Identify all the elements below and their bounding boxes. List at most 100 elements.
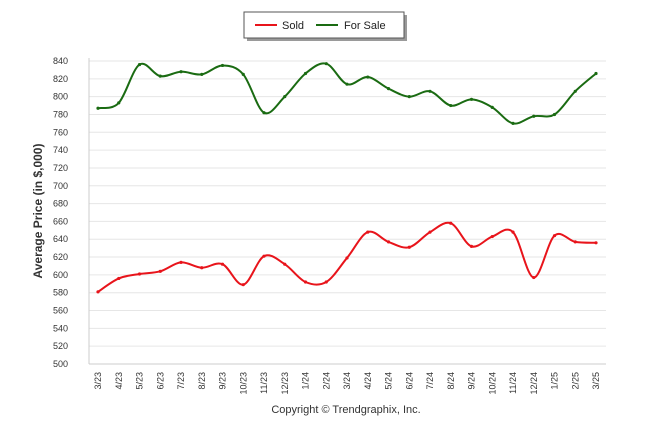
x-tick-labels: 3/23 4/23 5/23 6/23 7/23 8/23 9/23 10/23 11/23 12… bbox=[93, 372, 601, 395]
data-point-for-sale bbox=[200, 72, 204, 76]
data-point-sold bbox=[428, 230, 432, 234]
y-tick-label: 820 bbox=[53, 74, 68, 84]
data-point-for-sale bbox=[303, 71, 308, 76]
x-tick-label: 2/24 bbox=[321, 372, 331, 390]
legend-label-for-sale: For Sale bbox=[344, 20, 386, 32]
y-axis-label: Average Price (in $,000) bbox=[31, 144, 45, 279]
data-point-sold bbox=[179, 260, 183, 265]
data-point-for-sale bbox=[117, 101, 121, 105]
data-point-sold bbox=[573, 240, 577, 244]
x-tick-label: 3/24 bbox=[342, 372, 352, 390]
data-point-for-sale bbox=[324, 62, 328, 66]
data-point-sold bbox=[449, 221, 453, 225]
data-point-sold bbox=[594, 241, 598, 245]
x-tick-label: 4/23 bbox=[114, 372, 124, 390]
x-tick-label: 3/23 bbox=[93, 372, 103, 390]
data-point-for-sale bbox=[241, 72, 245, 76]
x-tick-label: 2/25 bbox=[570, 372, 580, 390]
data-point-sold bbox=[490, 234, 494, 239]
x-tick-label: 8/23 bbox=[197, 372, 207, 390]
x-tick-label: 9/24 bbox=[467, 372, 477, 390]
data-point-sold bbox=[469, 244, 474, 248]
y-tick-label: 620 bbox=[53, 252, 68, 262]
data-point-for-sale bbox=[511, 121, 515, 125]
data-point-for-sale bbox=[158, 74, 162, 78]
y-tick-label: 760 bbox=[53, 127, 68, 137]
data-point-sold bbox=[345, 256, 349, 260]
data-point-for-sale bbox=[573, 89, 577, 93]
y-tick-label: 800 bbox=[53, 92, 68, 102]
x-tick-label: 6/24 bbox=[404, 372, 414, 390]
y-tick-label: 600 bbox=[53, 270, 68, 280]
data-point-sold bbox=[241, 283, 245, 287]
data-point-sold bbox=[324, 280, 328, 284]
data-point-sold bbox=[200, 266, 204, 270]
series-lines bbox=[96, 62, 598, 294]
data-point-sold bbox=[303, 280, 308, 284]
data-point-for-sale bbox=[469, 97, 474, 101]
y-tick-label: 680 bbox=[53, 199, 68, 209]
y-tick-label: 500 bbox=[53, 359, 68, 369]
y-tick-label: 560 bbox=[53, 306, 68, 316]
x-tick-label: 10/24 bbox=[487, 372, 497, 395]
x-tick-label: 5/23 bbox=[135, 372, 145, 390]
y-tick-label: 540 bbox=[53, 323, 68, 333]
data-point-for-sale bbox=[137, 62, 142, 67]
gridlines bbox=[89, 60, 606, 365]
y-tick-labels: 500 520 540 560 580 600 620 640 660 680 700 720 740 7… bbox=[53, 56, 68, 369]
data-point-for-sale bbox=[532, 114, 536, 118]
legend-label-sold: Sold bbox=[282, 20, 304, 32]
data-point-sold bbox=[158, 269, 162, 273]
x-tick-label: 6/23 bbox=[155, 372, 165, 390]
y-tick-label: 700 bbox=[53, 181, 68, 191]
data-point-for-sale bbox=[283, 95, 287, 99]
copyright-text: Copyright © Trendgraphix, Inc. bbox=[271, 404, 420, 416]
data-point-for-sale bbox=[366, 75, 370, 79]
x-tick-label: 11/24 bbox=[508, 372, 518, 394]
data-point-for-sale bbox=[220, 63, 225, 68]
y-tick-label: 780 bbox=[53, 109, 68, 119]
data-point-for-sale bbox=[490, 105, 494, 109]
data-point-sold bbox=[96, 290, 100, 294]
data-point-for-sale bbox=[552, 112, 557, 117]
data-point-sold bbox=[220, 262, 225, 266]
x-tick-label: 10/23 bbox=[238, 372, 248, 395]
data-point-sold bbox=[552, 234, 557, 238]
x-tick-label: 4/24 bbox=[363, 372, 373, 390]
y-tick-label: 580 bbox=[53, 288, 68, 298]
data-point-sold bbox=[137, 272, 142, 276]
data-point-sold bbox=[117, 276, 121, 281]
y-tick-label: 660 bbox=[53, 216, 68, 226]
x-tick-label: 12/23 bbox=[280, 372, 290, 395]
x-tick-label: 11/23 bbox=[259, 372, 269, 394]
x-tick-label: 7/24 bbox=[425, 372, 435, 390]
y-tick-label: 640 bbox=[53, 234, 68, 244]
data-point-sold bbox=[386, 240, 391, 244]
y-tick-label: 520 bbox=[53, 341, 68, 351]
legend: Sold For Sale bbox=[243, 11, 407, 41]
data-point-sold bbox=[262, 254, 266, 258]
x-tick-label: 3/25 bbox=[591, 372, 601, 390]
x-tick-label: 1/24 bbox=[301, 372, 311, 390]
x-tick-label: 7/23 bbox=[176, 372, 186, 390]
data-point-for-sale bbox=[449, 103, 453, 108]
data-point-for-sale bbox=[345, 82, 349, 86]
data-point-for-sale bbox=[179, 70, 183, 74]
data-point-for-sale bbox=[262, 111, 266, 115]
data-point-for-sale bbox=[386, 87, 391, 91]
x-tick-label: 9/23 bbox=[218, 372, 228, 390]
data-point-for-sale bbox=[407, 95, 411, 99]
data-point-sold bbox=[366, 230, 370, 234]
y-tick-label: 840 bbox=[53, 56, 68, 66]
data-point-for-sale bbox=[428, 89, 432, 93]
data-point-sold bbox=[283, 262, 287, 266]
x-tick-label: 8/24 bbox=[446, 372, 456, 390]
x-tick-label: 1/25 bbox=[550, 372, 560, 390]
data-point-sold bbox=[532, 275, 536, 280]
x-tick-label: 5/24 bbox=[384, 372, 394, 390]
x-tick-label: 12/24 bbox=[529, 372, 539, 395]
data-point-for-sale bbox=[594, 71, 598, 76]
y-tick-label: 740 bbox=[53, 145, 68, 155]
y-tick-label: 720 bbox=[53, 163, 68, 173]
